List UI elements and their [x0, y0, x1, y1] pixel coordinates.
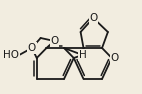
Text: O: O	[28, 43, 36, 53]
Text: O: O	[111, 53, 119, 63]
Text: H: H	[79, 50, 86, 60]
Text: HO: HO	[3, 50, 19, 60]
Text: O: O	[89, 13, 97, 23]
Text: O: O	[50, 36, 58, 46]
